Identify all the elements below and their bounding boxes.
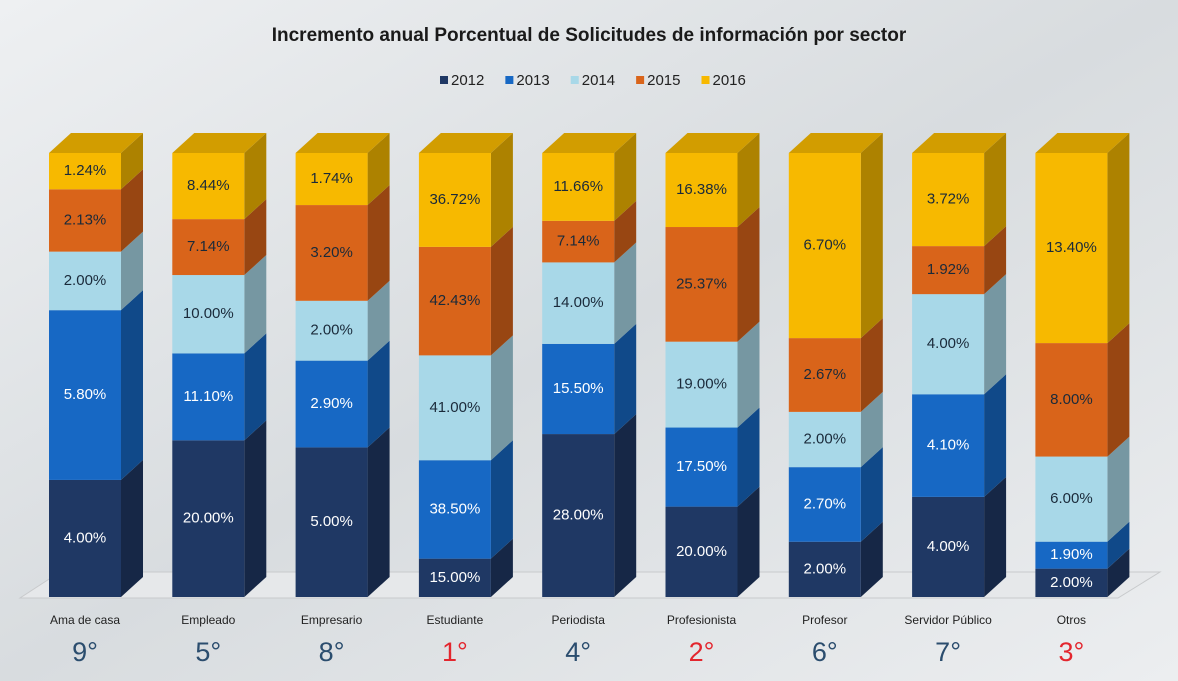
data-label: 7.14% — [557, 233, 600, 250]
chart: Incremento anual Porcentual de Solicitud… — [0, 0, 1178, 681]
data-label: 13.40% — [1046, 239, 1097, 256]
legend-label: 2015 — [647, 72, 680, 89]
bar-side — [984, 477, 1006, 597]
data-label: 11.10% — [183, 388, 233, 405]
bar-side — [368, 427, 390, 597]
x-tick-label: Periodista — [552, 613, 606, 627]
rank-label: 9° — [72, 637, 98, 667]
legend-swatch — [571, 76, 579, 84]
legend-swatch — [636, 76, 644, 84]
data-label: 5.80% — [64, 386, 107, 403]
data-label: 2.00% — [64, 272, 107, 289]
rank-label: 3° — [1058, 637, 1084, 667]
x-tick-label: Empresario — [301, 613, 363, 627]
data-label: 2.70% — [804, 495, 847, 512]
legend-swatch — [505, 76, 513, 84]
bar-side — [984, 274, 1006, 394]
bar-side — [738, 207, 760, 342]
data-label: 1.74% — [310, 170, 353, 187]
data-label: 38.50% — [429, 500, 480, 517]
chart-title: Incremento anual Porcentual de Solicitud… — [272, 25, 907, 46]
bar-side — [491, 133, 513, 247]
data-label: 41.00% — [429, 399, 480, 416]
bar-side — [244, 420, 266, 597]
data-label: 4.00% — [927, 538, 970, 555]
rank-label: 8° — [319, 637, 345, 667]
data-label: 25.37% — [676, 275, 727, 292]
data-label: 2.00% — [804, 560, 847, 577]
legend-label: 2016 — [713, 72, 746, 89]
data-label: 36.72% — [429, 191, 480, 208]
data-label: 7.14% — [187, 238, 230, 255]
data-label: 10.00% — [183, 305, 234, 322]
data-label: 4.00% — [64, 529, 107, 546]
legend-swatch — [440, 76, 448, 84]
data-label: 42.43% — [429, 292, 480, 309]
bar-side — [121, 460, 143, 597]
data-label: 11.66% — [553, 178, 603, 195]
data-label: 6.00% — [1050, 490, 1093, 507]
rank-label: 2° — [689, 637, 715, 667]
data-label: 1.90% — [1050, 546, 1093, 563]
data-label: 15.00% — [429, 569, 480, 586]
data-label: 14.00% — [553, 294, 604, 311]
rank-label: 6° — [812, 637, 838, 667]
legend-swatch — [702, 76, 710, 84]
bar-side — [491, 335, 513, 460]
x-tick-label: Servidor Público — [904, 613, 992, 627]
data-label: 2.90% — [310, 395, 353, 412]
data-label: 6.70% — [804, 237, 847, 254]
data-label: 28.00% — [553, 507, 604, 524]
data-label: 3.72% — [927, 191, 970, 208]
bar-side — [861, 133, 883, 338]
data-label: 2.00% — [1050, 574, 1093, 591]
rank-label: 4° — [565, 637, 591, 667]
legend-label: 2012 — [451, 72, 484, 89]
data-label: 8.44% — [187, 177, 230, 194]
x-tick-label: Estudiante — [427, 613, 484, 627]
rank-label: 7° — [935, 637, 961, 667]
x-tick-label: Ama de casa — [50, 613, 120, 627]
data-label: 1.24% — [64, 162, 107, 179]
data-label: 2.00% — [804, 430, 847, 447]
rank-label: 1° — [442, 637, 468, 667]
x-tick-label: Profesionista — [667, 613, 737, 627]
data-label: 20.00% — [183, 510, 234, 527]
rank-label: 5° — [195, 637, 221, 667]
x-tick-label: Otros — [1057, 613, 1086, 627]
bar-side — [614, 414, 636, 597]
data-label: 2.67% — [804, 366, 847, 383]
data-label: 4.00% — [927, 335, 970, 352]
x-tick-label: Profesor — [802, 613, 847, 627]
bar-side — [491, 440, 513, 558]
bar-side — [1107, 323, 1129, 456]
data-label: 20.00% — [676, 543, 727, 560]
data-label: 5.00% — [310, 513, 353, 530]
x-tick-label: Empleado — [181, 613, 235, 627]
data-label: 19.00% — [676, 376, 727, 393]
legend-label: 2013 — [516, 72, 549, 89]
data-label: 3.20% — [310, 244, 353, 261]
bar-side — [984, 374, 1006, 497]
bar-side — [368, 185, 390, 301]
bar-side — [491, 227, 513, 355]
data-label: 2.00% — [310, 322, 353, 339]
data-label: 2.13% — [64, 211, 107, 228]
data-label: 16.38% — [676, 181, 727, 198]
data-label: 8.00% — [1050, 391, 1093, 408]
bar-side — [121, 290, 143, 480]
data-label: 1.92% — [927, 261, 970, 278]
data-label: 17.50% — [676, 458, 727, 475]
bar-side — [1107, 133, 1129, 343]
data-label: 4.10% — [927, 437, 970, 454]
legend-label: 2014 — [582, 72, 615, 89]
data-label: 15.50% — [553, 380, 604, 397]
